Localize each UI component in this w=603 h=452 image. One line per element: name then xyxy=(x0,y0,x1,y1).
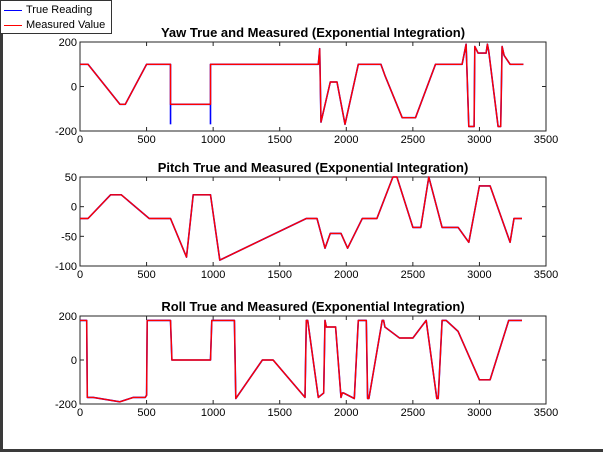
yaw-ytick-label: 0 xyxy=(71,82,77,94)
roll-xtick-label: 2000 xyxy=(334,407,358,419)
yaw-axes-box xyxy=(79,41,547,132)
legend-label-measured: Measured Value xyxy=(26,19,106,31)
pitch-xtick-label: 1500 xyxy=(267,269,291,281)
yaw-xtick-label: 2500 xyxy=(401,134,425,146)
yaw-ytick-label: -200 xyxy=(55,126,77,138)
roll-xtick-label: 500 xyxy=(137,407,155,419)
roll-xtick-label: 1000 xyxy=(201,407,225,419)
pitch-ytick-label: 0 xyxy=(71,202,77,214)
legend[interactable]: True Reading Measured Value xyxy=(0,0,112,34)
pitch-ytick-label: -100 xyxy=(55,261,77,273)
pitch-xtick-label: 3500 xyxy=(534,269,558,281)
roll-ytick-label: 0 xyxy=(71,355,77,367)
yaw-ytick-label: 200 xyxy=(59,37,77,49)
pitch-xtick-label: 2000 xyxy=(334,269,358,281)
roll-xtick-label: 2500 xyxy=(401,407,425,419)
yaw-xtick-label: 1000 xyxy=(201,134,225,146)
legend-swatch-measured xyxy=(4,24,22,26)
roll-ytick-label: 200 xyxy=(59,311,77,323)
yaw-series-measured-line xyxy=(80,43,524,128)
yaw-title: Yaw True and Measured (Exponential Integ… xyxy=(161,25,465,40)
yaw-xtick-label: 3000 xyxy=(467,134,491,146)
legend-entry-measured: Measured Value xyxy=(4,18,105,32)
yaw-xtick-label: 3500 xyxy=(534,134,558,146)
pitch-title: Pitch True and Measured (Exponential Int… xyxy=(158,160,469,175)
roll-xtick-label: 0 xyxy=(77,407,83,419)
roll-title: Roll True and Measured (Exponential Inte… xyxy=(161,299,464,314)
yaw-xtick-label: 1500 xyxy=(267,134,291,146)
roll-ytick-label: -200 xyxy=(55,399,77,411)
pitch-axes-box xyxy=(79,176,547,267)
yaw-xtick-label: 0 xyxy=(77,134,83,146)
pitch-series-measured-line xyxy=(80,176,522,261)
roll-series-measured-line xyxy=(80,319,522,403)
window-left-edge xyxy=(0,0,3,452)
legend-swatch-true xyxy=(4,9,22,11)
roll-xtick-label: 1500 xyxy=(267,407,291,419)
pitch-xtick-label: 3000 xyxy=(467,269,491,281)
roll-xtick-label: 3000 xyxy=(467,407,491,419)
pitch-xtick-label: 2500 xyxy=(401,269,425,281)
pitch-xtick-label: 0 xyxy=(77,269,83,281)
legend-entry-true: True Reading xyxy=(4,3,92,17)
roll-xtick-label: 3500 xyxy=(534,407,558,419)
pitch-xtick-label: 500 xyxy=(137,269,155,281)
yaw-xtick-label: 500 xyxy=(137,134,155,146)
pitch-ytick-label: -50 xyxy=(61,231,77,243)
window-bottom-edge xyxy=(0,449,603,452)
legend-label-true: True Reading xyxy=(26,4,93,16)
pitch-ytick-label: 50 xyxy=(65,172,77,184)
yaw-xtick-label: 2000 xyxy=(334,134,358,146)
pitch-xtick-label: 1000 xyxy=(201,269,225,281)
